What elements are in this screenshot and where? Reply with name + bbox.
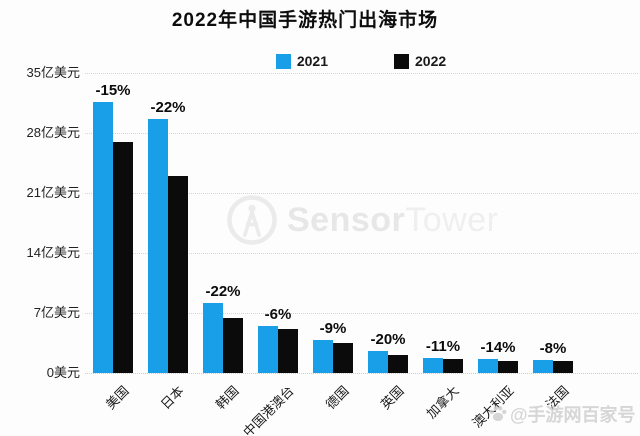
- bar-2021-英国: [368, 350, 388, 373]
- bar-2022-日本: [168, 175, 188, 373]
- pct-change-label: -14%: [480, 339, 516, 357]
- x-axis-label: 美国: [102, 383, 132, 413]
- y-axis-tick-label: 14亿美元: [26, 245, 80, 260]
- pct-change-label: -22%: [150, 99, 186, 117]
- legend-item-2022: 2022: [394, 53, 446, 69]
- bar-2022-澳大利亚: [498, 361, 518, 373]
- y-axis-tick-label: 0美元: [46, 365, 80, 380]
- bar-2022-韩国: [223, 318, 243, 373]
- y-axis-tick-label: 7亿美元: [33, 305, 80, 320]
- chart-title: 2022年中国手游热门出海市场: [171, 10, 439, 31]
- pct-change-label: -20%: [370, 330, 406, 348]
- legend-swatch-2021-icon: [275, 53, 291, 69]
- bar-2021-日本: [148, 119, 168, 373]
- bar-2022-加拿大: [443, 359, 463, 373]
- bar-2021-美国: [93, 102, 113, 373]
- bar-2021-中国港澳台: [258, 325, 278, 373]
- legend-swatch-2022-icon: [394, 53, 409, 69]
- legend-label-2022: 2022: [415, 53, 447, 69]
- gridline: [85, 253, 638, 254]
- legend: 2021 2022: [41, 53, 640, 69]
- bar-2021-韩国: [203, 302, 223, 373]
- pct-change-label: -6%: [264, 305, 292, 323]
- pct-change-label: -11%: [425, 337, 461, 355]
- y-axis-tick-label: 28亿美元: [26, 125, 80, 140]
- legend-label-2021: 2021: [296, 53, 328, 69]
- bar-2021-法国: [533, 360, 553, 373]
- legend-item-2021: 2021: [275, 53, 328, 69]
- gridline: [85, 373, 638, 374]
- bar-2022-英国: [388, 355, 408, 373]
- pct-change-label: -15%: [95, 82, 131, 100]
- gridline: [85, 73, 638, 74]
- gridline: [85, 313, 638, 314]
- gridline: [85, 193, 638, 194]
- bar-2021-加拿大: [423, 357, 443, 373]
- y-axis-tick-label: 35亿美元: [26, 65, 80, 80]
- bar-2022-美国: [113, 141, 133, 373]
- gridline: [85, 133, 638, 134]
- bar-2022-德国: [333, 343, 353, 373]
- bar-2022-法国: [553, 361, 573, 373]
- y-axis-tick-label: 21亿美元: [26, 185, 80, 200]
- pct-change-label: -8%: [539, 340, 567, 358]
- pct-change-label: -22%: [205, 282, 241, 300]
- bar-2021-澳大利亚: [478, 359, 498, 373]
- bar-2022-中国港澳台: [278, 329, 298, 373]
- pct-change-label: -9%: [319, 319, 347, 337]
- bar-2021-德国: [313, 339, 333, 373]
